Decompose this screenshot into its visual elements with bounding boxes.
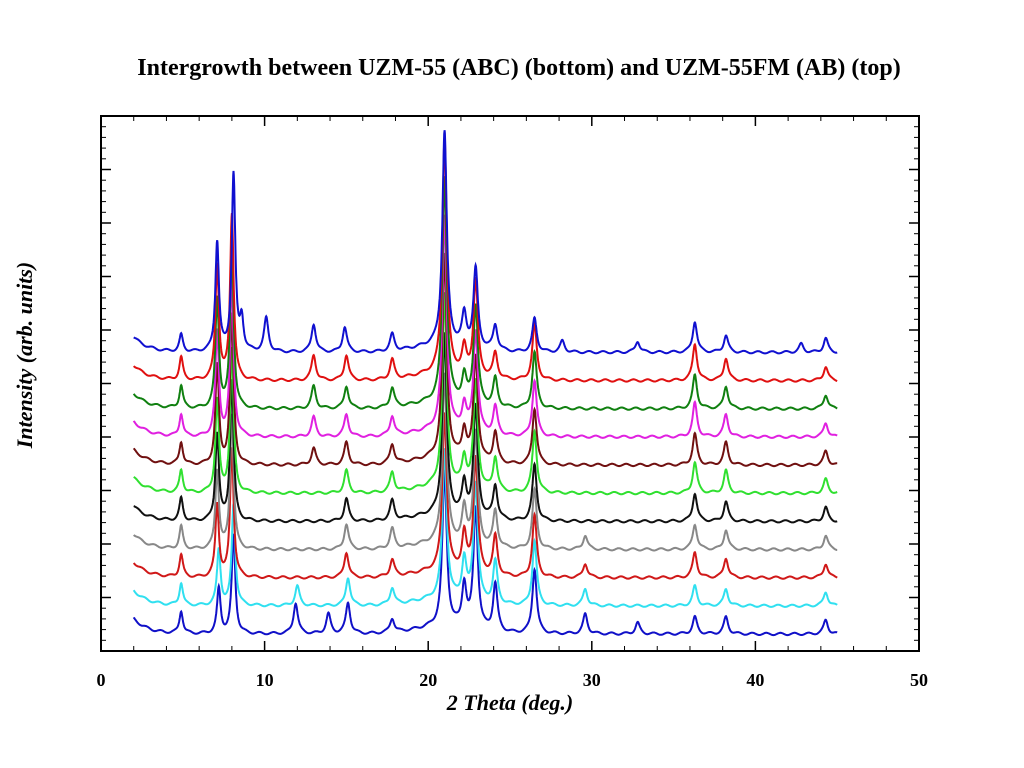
- axes-layer: 0 10 20 30 40 50: [97, 115, 928, 690]
- x-tick-label: 0: [97, 670, 106, 690]
- xrd-pattern-1: [132, 469, 838, 637]
- xrd-pattern-4: [132, 372, 838, 552]
- series-layer: [132, 130, 838, 637]
- x-tick-label: 10: [256, 670, 274, 690]
- xrd-pattern-9: [132, 176, 838, 411]
- xrd-pattern-6: [133, 292, 838, 496]
- x-tick-label: 20: [419, 670, 437, 690]
- xrd-pattern-5: [133, 332, 838, 524]
- xrd-pattern-2: [132, 448, 838, 608]
- x-tick-label: 30: [583, 670, 601, 690]
- chart-title: Intergrowth between UZM-55 (ABC) (bottom…: [137, 55, 901, 81]
- xrd-pattern-10: [132, 136, 838, 383]
- x-tick-label: 40: [746, 670, 764, 690]
- xrd-pattern-7: [132, 252, 838, 468]
- plot-frame: [100, 115, 920, 652]
- xrd-pattern-8: [132, 214, 838, 440]
- x-axis-label: 2 Theta (deg.): [446, 690, 574, 715]
- xrd-pattern-3: [132, 412, 838, 580]
- xrd-pattern-11: [133, 130, 838, 355]
- x-tick-label: 50: [910, 670, 928, 690]
